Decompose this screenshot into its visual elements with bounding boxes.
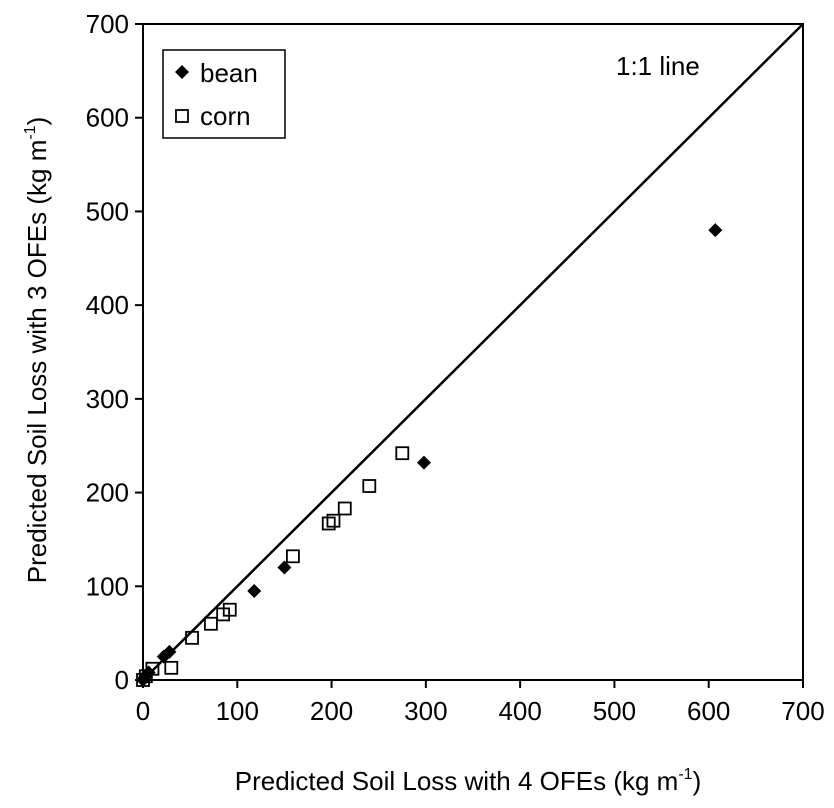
y-tick-label: 600 (86, 103, 129, 133)
legend-bean-label: bean (200, 58, 258, 88)
y-tick-label: 300 (86, 384, 129, 414)
x-tick-label: 500 (593, 696, 636, 726)
corn-point (164, 660, 179, 675)
corn-point (185, 630, 199, 645)
y-axis-title: Predicted Soil Loss with 3 OFEs (kg m-1) (22, 117, 52, 584)
data-points (136, 223, 723, 687)
corn-point (362, 479, 377, 493)
y-tick-label: 200 (86, 478, 129, 508)
corn-point (222, 602, 237, 617)
corn-point (203, 616, 218, 631)
x-tick-label: 400 (498, 696, 541, 726)
corn-point (326, 513, 341, 528)
y-tick-label: 0 (115, 665, 129, 695)
bean-point (416, 455, 431, 470)
x-tick-label: 100 (216, 696, 259, 726)
y-tick-label: 400 (86, 290, 129, 320)
reference-line (142, 23, 804, 681)
corn-point (136, 673, 150, 687)
bean-point (247, 583, 262, 598)
y-tick-label: 500 (86, 196, 129, 226)
bean-point (708, 223, 723, 238)
legend-box (162, 49, 286, 139)
x-tick-label: 700 (781, 696, 824, 726)
x-tick-label: 200 (310, 696, 353, 726)
axis-ticks: 0 100 200 300 400 500 600 700 0 100 200 300 400 500 60… (86, 9, 825, 726)
corn-point (286, 549, 300, 564)
y-tick-label: 100 (86, 571, 129, 601)
corn-point (395, 446, 410, 461)
bean-point (277, 560, 292, 575)
corn-point (337, 501, 352, 516)
x-tick-label: 600 (687, 696, 730, 726)
plot-area (142, 23, 804, 681)
legend-corn-marker (175, 109, 189, 123)
corn-point (145, 661, 160, 676)
legend: bean corn (162, 49, 286, 139)
legend-corn-label: corn (200, 101, 251, 131)
x-axis-title: Predicted Soil Loss with 4 OFEs (kg m-1) (235, 766, 702, 796)
legend-bean-marker (175, 65, 189, 79)
x-tick-label: 300 (404, 696, 447, 726)
x-tick-label: 0 (136, 696, 150, 726)
reference-line-label: 1:1 line (616, 51, 700, 81)
y-tick-label: 700 (86, 9, 129, 39)
bean-point (162, 644, 177, 659)
one-to-one-line (142, 23, 804, 681)
corn-point (321, 516, 336, 531)
